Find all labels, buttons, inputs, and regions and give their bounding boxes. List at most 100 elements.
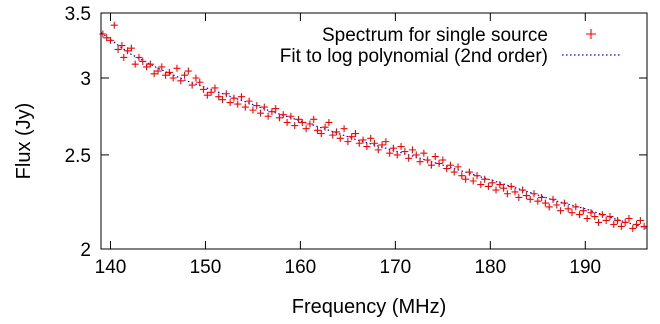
legend-label-fit: Fit to log polynomial (2nd order) <box>280 46 548 67</box>
spectrum-point <box>587 209 595 217</box>
spectrum-point <box>124 47 132 55</box>
spectrum-point <box>549 195 557 203</box>
spectrum-point <box>633 220 641 228</box>
spectrum-point <box>473 172 481 180</box>
spectrum-point <box>329 131 337 139</box>
spectrum-point <box>143 63 151 71</box>
spectrum-point <box>306 120 314 128</box>
plot-data <box>99 21 648 232</box>
spectrum-point <box>553 201 561 209</box>
spectrum-point <box>234 100 242 108</box>
spectrum-point <box>439 156 447 164</box>
spectrum-point <box>507 182 515 190</box>
spectrum-point <box>162 71 170 79</box>
spectrum-point <box>188 81 196 89</box>
spectrum-point <box>431 153 439 161</box>
spectrum-point <box>370 139 378 147</box>
spectrum-point <box>545 203 553 211</box>
spectrum-point <box>465 168 473 176</box>
x-tick-label: 140 <box>95 257 127 278</box>
spectrum-point <box>503 190 511 198</box>
spectrum-point <box>526 195 534 203</box>
spectrum-point <box>321 123 329 131</box>
spectrum-point <box>408 146 416 154</box>
spectrum-point <box>99 30 107 38</box>
spectrum-point <box>222 90 230 98</box>
spectrum-point <box>230 94 238 102</box>
spectrum-point <box>215 93 223 101</box>
y-tick-label: 3.5 <box>65 4 91 25</box>
spectrum-point <box>268 108 276 116</box>
spectrum-point <box>298 118 306 126</box>
spectrum-point <box>519 186 527 194</box>
spectrum-point <box>272 105 280 113</box>
y-tick-label: 2.5 <box>65 146 91 167</box>
spectrum-point <box>131 60 139 68</box>
spectrum-point <box>181 71 189 79</box>
x-tick-label: 190 <box>569 257 601 278</box>
spectrum-point <box>557 207 565 215</box>
spectrum-point <box>351 130 359 138</box>
spectrum-point <box>515 193 523 201</box>
spectrum-point <box>378 141 386 149</box>
spectrum-point <box>120 53 128 61</box>
plot-frame <box>100 12 648 250</box>
spectrum-point <box>538 193 546 201</box>
spectrum-point <box>184 67 192 75</box>
spectrum-point <box>177 77 185 85</box>
spectrum-point <box>127 44 135 52</box>
spectrum-point <box>291 122 299 130</box>
spectrum-point <box>238 93 246 101</box>
legend: Spectrum for single source Fit to log po… <box>280 25 620 67</box>
spectrum-point <box>640 222 648 230</box>
spectrum-point <box>397 143 405 151</box>
spectrum-point <box>443 165 451 173</box>
x-tick-label: 160 <box>285 257 317 278</box>
spectrum-point <box>469 177 477 185</box>
spectrum-point <box>477 181 485 189</box>
spectrum-point <box>629 224 637 232</box>
spectrum-point <box>367 134 375 142</box>
y-axis-title: Flux (Jy) <box>13 103 35 180</box>
spectrum-point <box>492 186 500 194</box>
spectrum-point <box>196 78 204 86</box>
spectrum-point <box>200 85 208 93</box>
spectrum-point <box>226 99 234 107</box>
spectrum-point <box>106 36 114 44</box>
spectrum-point <box>405 154 413 162</box>
spectrum-point <box>389 144 397 152</box>
spectrum-point <box>564 205 572 213</box>
y-tick-label: 2 <box>80 240 91 261</box>
legend-label-spectrum: Spectrum for single source <box>322 25 548 46</box>
spectrum-point <box>522 192 530 200</box>
spectrum-point <box>203 91 211 99</box>
spectrum-point <box>192 74 200 82</box>
spectrum-point <box>340 125 348 133</box>
spectrum-point <box>359 136 367 144</box>
spectrum-point <box>241 103 249 111</box>
spectrum-point <box>500 184 508 192</box>
spectrum-point <box>279 111 287 119</box>
spectrum-point <box>614 216 622 224</box>
spectrum-point <box>344 138 352 146</box>
spectrum-point <box>530 190 538 198</box>
spectrum-point <box>114 45 122 53</box>
spectrum-point <box>602 216 610 224</box>
spectrum-point <box>621 218 629 226</box>
spectrum-point <box>617 222 625 230</box>
spectrum-point <box>576 211 584 219</box>
spectrum-point <box>579 207 587 215</box>
spectrum-point <box>541 199 549 207</box>
spectrum-point <box>412 151 420 159</box>
spectrum-point <box>458 172 466 180</box>
spectrum-point <box>363 143 371 151</box>
spectrum-point <box>393 151 401 159</box>
y-tick-label: 3 <box>80 69 91 90</box>
spectrum-point <box>325 118 333 126</box>
spectrum-point <box>435 159 443 167</box>
spectrum-point <box>462 175 470 183</box>
legend-marker-spectrum <box>586 29 596 39</box>
spectrum-point <box>636 216 644 224</box>
x-axis-title: Frequency (MHz) <box>292 296 446 318</box>
